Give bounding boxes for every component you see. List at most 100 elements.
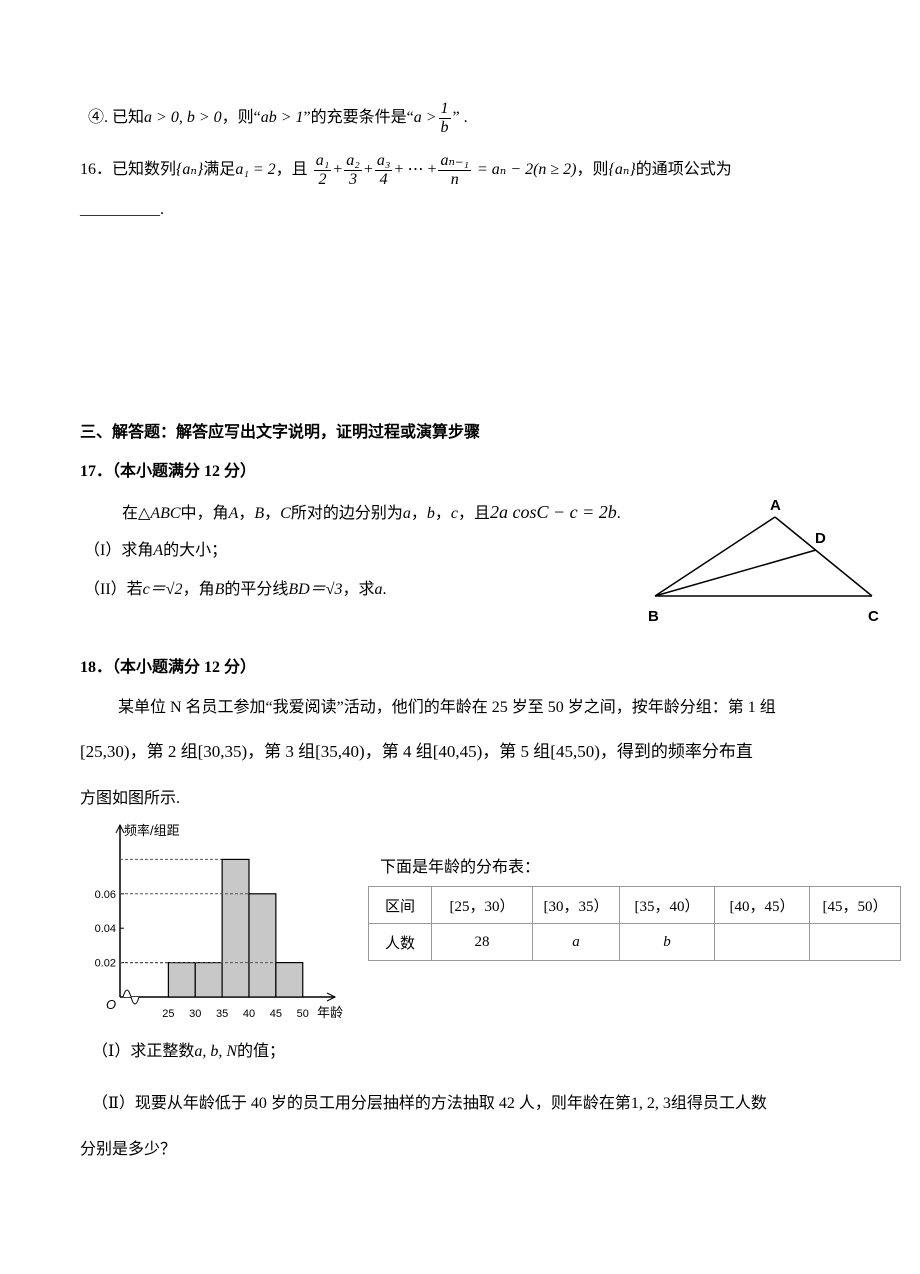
vertex-label: D — [815, 530, 826, 547]
table-row: 区间 [25，30） [30，35） [35，40） [40，45） [45，5… — [368, 886, 901, 924]
cell: [25，30） — [431, 886, 533, 924]
math: a > 0, b > 0 — [144, 109, 222, 127]
text: ，且 — [457, 505, 490, 522]
text: 的平分线 — [224, 581, 289, 598]
math: BD＝√3 — [288, 581, 343, 598]
text: ，求 — [342, 581, 375, 598]
origin-label: O — [106, 997, 116, 1012]
q16: 16．已知数列{aₙ}满足a₁ = 2，且 a₁ 2 + a₂ 3 + a₃ 4 + ⋯ + aₙ… — [80, 152, 732, 189]
text: 组得员工人数 — [670, 1095, 767, 1112]
cell: [45，50） — [809, 886, 901, 924]
cell: [40，45） — [714, 886, 810, 924]
edge — [774, 516, 873, 597]
text: ， — [238, 505, 255, 522]
paragraph-line: 某单位 N 名员工参加“我爱阅读”活动，他们的年龄在 25 岁至 50 岁之间，… — [118, 699, 776, 716]
math: a > — [413, 109, 437, 127]
cell — [714, 923, 810, 961]
x-tick-label: 40 — [243, 1008, 255, 1020]
subquestion-line: 分别是多少？ — [80, 1141, 177, 1158]
text: （Ⅱ）现要从年龄低于 40 岁的员工用分层抽样的方法抽取 42 人，则年龄在第 — [92, 1095, 631, 1112]
math: c — [450, 505, 458, 522]
cell: [30，35） — [532, 886, 620, 924]
text: ” . — [452, 109, 468, 127]
bar — [194, 962, 223, 998]
x-tick-label: 30 — [189, 1008, 201, 1020]
math: C — [280, 505, 291, 522]
y-axis-label: 频率/组距 — [124, 823, 180, 838]
denominator: 3 — [349, 171, 358, 188]
fraction: a₂ 3 — [344, 152, 362, 189]
vertex-label: B — [648, 608, 659, 625]
paragraph-line: 方图如图所示. — [80, 790, 181, 807]
text: 中，角 — [180, 505, 229, 522]
fraction: aₙ₋₁ n — [438, 152, 471, 189]
math: a, b, N — [194, 1043, 237, 1060]
bar — [275, 962, 304, 998]
denominator: n — [450, 171, 459, 188]
numerator: a₂ — [344, 152, 362, 171]
math: 1, 2, 3 — [630, 1095, 671, 1112]
math: a₁ = 2 — [235, 161, 276, 179]
math: A — [153, 542, 164, 559]
text: ，角 — [182, 581, 215, 598]
axis-break — [122, 989, 140, 1005]
math: {aₙ} — [176, 161, 204, 179]
question-header: 17．（本小题满分 12 分） — [80, 463, 257, 480]
text: ， — [410, 505, 427, 522]
subquestion: （Ⅰ）求正整数a, b, N的值； — [92, 1042, 285, 1062]
cell: a — [532, 923, 620, 961]
fraction: a₁ 2 — [313, 152, 332, 189]
cell: [35，40） — [619, 886, 715, 924]
text: （I）求角 — [84, 542, 154, 559]
text: ，则 — [576, 161, 609, 179]
x-tick-label: 35 — [216, 1008, 228, 1020]
text: 所对的边分别为 — [290, 505, 403, 522]
math: B — [214, 581, 225, 598]
numerator: 1 — [438, 100, 451, 119]
x-tick-label: 50 — [297, 1008, 309, 1020]
question-stem: 在△ABC中，角A，B，C所对的边分别为a，b，c，且2a cosC − c =… — [122, 502, 621, 524]
x-tick-label: 25 — [162, 1008, 174, 1020]
bar — [248, 893, 277, 998]
subquestion: （II）若c＝√2，角B的平分线BD＝√3，求a. — [84, 580, 387, 600]
paragraph-line: [25,30)，第 2 组[30,35)，第 3 组[35,40)，第 4 组[… — [80, 742, 753, 761]
question-header: 18．（本小题满分 12 分） — [80, 659, 257, 676]
cell — [809, 923, 901, 961]
table-caption: 下面是年龄的分布表： — [380, 859, 541, 876]
math: b — [426, 505, 435, 522]
text: . — [382, 581, 387, 598]
text: ，且 — [275, 161, 308, 179]
text: 在 — [122, 505, 139, 522]
x-arrow — [326, 992, 337, 1002]
y-tick-label: 0.02 — [95, 958, 116, 970]
y-tick-label: 0.04 — [95, 923, 116, 935]
subquestion: （I）求角A的大小； — [84, 541, 227, 561]
cell: 28 — [431, 923, 533, 961]
denominator: 2 — [318, 171, 327, 188]
text: 的通项公式为 — [635, 161, 732, 179]
bar — [167, 962, 196, 998]
text: 的大小； — [163, 542, 228, 559]
triangle-figure: A B C D — [648, 497, 879, 625]
text: . — [616, 505, 621, 522]
math: B — [254, 505, 265, 522]
text: 16．已知数列 — [80, 161, 177, 179]
operator: + ⋯ + — [394, 161, 437, 179]
math: ab > 1 — [260, 109, 304, 127]
math: a — [374, 581, 383, 598]
x-axis-label: 年龄 — [317, 1005, 343, 1020]
fraction: a₃ 4 — [374, 152, 393, 189]
operator: + — [363, 161, 373, 179]
numerator: aₙ₋₁ — [438, 152, 471, 171]
math: = aₙ − 2(n ≥ 2) — [476, 161, 577, 179]
math: A — [228, 505, 239, 522]
y-tick-label: 0.06 — [95, 889, 116, 901]
distribution-table: 区间 [25，30） [30，35） [35，40） [40，45） [45，5… — [368, 886, 901, 961]
bisector — [654, 549, 817, 597]
bar — [221, 858, 250, 998]
math: c＝√2 — [142, 581, 183, 598]
vertex-label: C — [868, 608, 879, 625]
edge — [654, 516, 776, 597]
